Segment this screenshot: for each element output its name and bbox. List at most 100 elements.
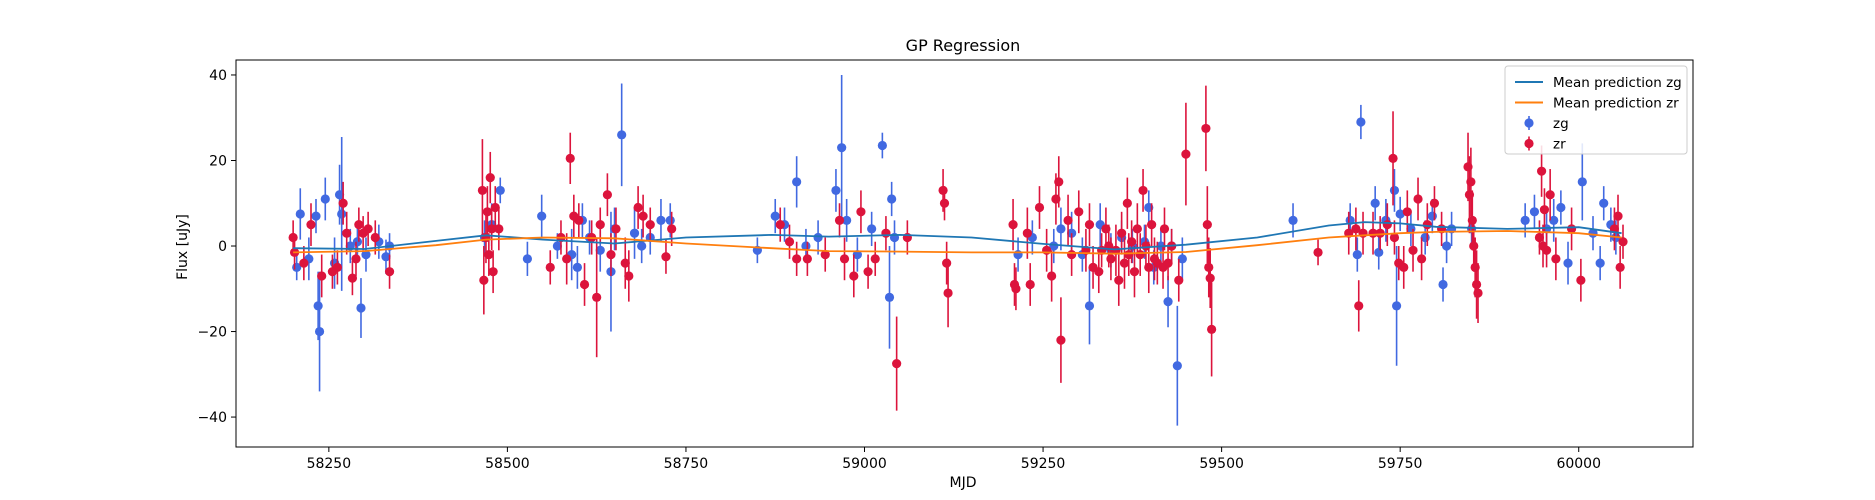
data-point	[565, 153, 575, 163]
data-point	[834, 215, 845, 225]
data-point	[1313, 247, 1323, 258]
data-point	[1549, 215, 1559, 225]
data-point	[337, 209, 347, 219]
data-point	[1135, 249, 1145, 260]
data-point	[1111, 245, 1121, 255]
x-tick-label: 59500	[1199, 456, 1244, 472]
data-point	[1534, 232, 1545, 243]
data-point	[572, 262, 582, 272]
data-point	[1117, 228, 1127, 238]
data-point	[1042, 245, 1052, 255]
data-point	[1025, 279, 1035, 290]
data-point	[1539, 205, 1550, 215]
data-point	[595, 245, 605, 255]
data-point	[1427, 211, 1437, 221]
legend-marker-swatch	[1524, 138, 1534, 149]
data-point	[661, 252, 671, 262]
data-point	[943, 288, 953, 298]
legend-item: Mean prediction zr	[1515, 96, 1679, 112]
data-point	[1471, 279, 1482, 290]
data-point	[1389, 185, 1400, 196]
data-point	[792, 177, 802, 187]
data-point	[494, 224, 504, 234]
data-point	[313, 301, 323, 311]
data-point	[370, 232, 380, 243]
data-point	[1399, 262, 1409, 272]
data-point	[1138, 185, 1148, 196]
data-point	[1094, 267, 1104, 277]
data-point	[537, 211, 547, 221]
legend-label: zr	[1553, 137, 1566, 153]
data-point	[801, 241, 811, 251]
data-point	[1463, 162, 1473, 172]
data-point	[1402, 207, 1412, 217]
data-point	[1615, 262, 1625, 272]
data-point	[611, 224, 621, 234]
legend-label: Mean prediction zr	[1553, 96, 1679, 112]
data-point	[1374, 247, 1384, 258]
data-point	[562, 254, 572, 264]
data-point	[1438, 279, 1448, 290]
data-point	[1051, 194, 1061, 204]
legend-item: Mean prediction zg	[1515, 75, 1682, 91]
data-point	[352, 237, 363, 247]
data-point	[1056, 335, 1066, 345]
data-point	[347, 273, 358, 283]
data-point	[1545, 190, 1555, 200]
data-point	[1084, 301, 1095, 311]
data-point	[1127, 237, 1137, 247]
data-point	[1101, 224, 1111, 234]
data-point	[938, 185, 948, 196]
data-point	[1370, 198, 1380, 208]
data-point	[482, 207, 493, 217]
data-point	[1163, 258, 1173, 268]
data-point	[1201, 123, 1211, 134]
data-point	[495, 185, 505, 196]
data-point	[351, 254, 361, 264]
data-point	[1388, 153, 1398, 163]
data-point	[1074, 207, 1084, 217]
data-point	[338, 198, 348, 208]
data-point	[770, 211, 780, 221]
data-point	[1576, 275, 1586, 285]
data-point	[831, 185, 841, 196]
data-point	[856, 207, 866, 217]
data-point	[1022, 228, 1032, 238]
y-axis-label: Flux [uJy]	[175, 214, 191, 280]
data-point	[1351, 224, 1361, 234]
x-tick-label: 59750	[1378, 456, 1423, 472]
data-point	[1034, 202, 1045, 213]
data-point	[354, 220, 364, 230]
data-point	[479, 275, 489, 285]
data-point	[1354, 301, 1364, 311]
x-tick-label: 58750	[664, 456, 709, 472]
data-point	[488, 267, 498, 277]
data-point	[1008, 220, 1018, 230]
data-point	[1129, 267, 1140, 277]
data-point	[1356, 117, 1366, 127]
data-point	[1441, 241, 1452, 251]
data-point	[629, 228, 640, 238]
data-point	[942, 258, 952, 268]
data-point	[1054, 177, 1064, 187]
data-point	[1122, 198, 1132, 208]
legend: Mean prediction zg Mean prediction zr zg zr	[1504, 65, 1688, 155]
data-point	[317, 271, 327, 281]
data-point	[484, 249, 494, 260]
data-point	[1413, 194, 1423, 204]
data-point	[522, 254, 533, 264]
data-point	[665, 215, 675, 225]
y-tick-label: −20	[197, 325, 227, 341]
line-Mean prediction zg	[293, 221, 1622, 251]
data-point	[633, 202, 643, 213]
data-point	[1114, 275, 1124, 285]
data-point	[1159, 224, 1170, 234]
data-point	[1047, 271, 1057, 281]
data-point	[490, 202, 500, 213]
data-point	[624, 271, 634, 281]
data-point	[363, 224, 373, 234]
data-point	[602, 190, 612, 200]
y-tick-label: 20	[209, 153, 227, 169]
x-tick-label: 58250	[307, 456, 352, 472]
